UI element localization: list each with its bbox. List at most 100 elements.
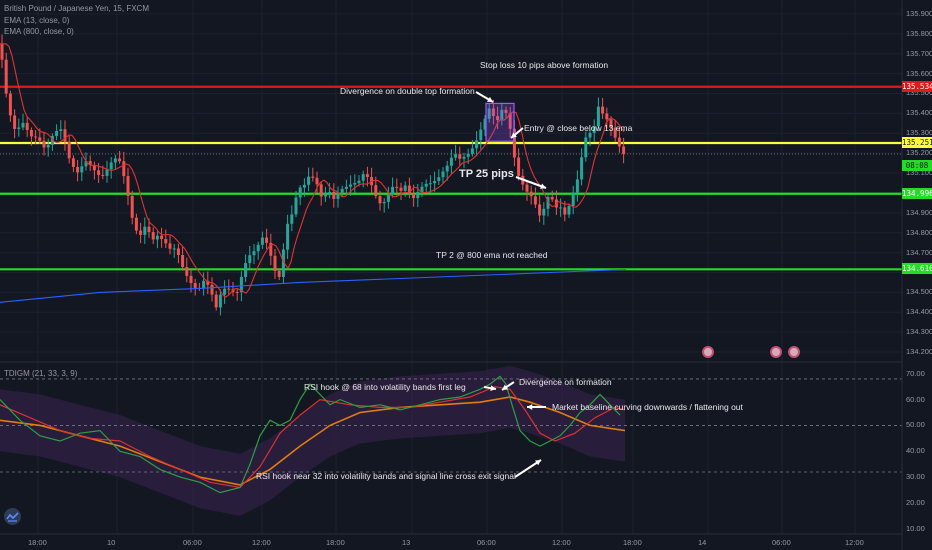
- candle-body: [168, 243, 172, 249]
- candle-body: [311, 176, 315, 178]
- time-tick-label: 06:00: [477, 538, 496, 547]
- candle-body: [529, 191, 533, 197]
- candle-body: [8, 93, 12, 116]
- candle-body: [533, 196, 537, 205]
- candle-body: [176, 248, 180, 256]
- candle-body: [239, 276, 243, 293]
- candle-body: [336, 192, 340, 199]
- price-tick-label: 135.300: [906, 128, 932, 138]
- time-tick-label: 10: [107, 538, 116, 547]
- level-price-tag: 135.534: [902, 80, 932, 92]
- candle-body: [193, 283, 197, 288]
- ema800-line: [0, 268, 627, 303]
- candle-body: [546, 196, 550, 209]
- candle-body: [332, 192, 336, 199]
- candle-body: [580, 157, 584, 180]
- candle-body: [185, 267, 189, 276]
- event-marker-icon[interactable]: [788, 346, 800, 358]
- candle-body: [361, 174, 365, 181]
- oscillator-tick-label: 40.00: [906, 446, 925, 456]
- candle-body: [286, 223, 290, 250]
- countdown-tag: 08:08: [902, 159, 932, 171]
- candle-body: [256, 244, 260, 252]
- level-price-tag: 135.251: [902, 137, 932, 148]
- candle-body: [34, 136, 38, 138]
- candle-body: [391, 186, 395, 195]
- candle-body: [235, 292, 239, 294]
- candle-body: [609, 119, 613, 128]
- price-tick-label: 135.600: [906, 68, 932, 78]
- oscillator-lines: [0, 375, 902, 494]
- candle-body: [458, 154, 462, 159]
- indicator-legend[interactable]: TDIGM (21, 33, 3, 9): [4, 369, 78, 378]
- candle-body: [437, 177, 441, 181]
- candle-body: [63, 129, 67, 142]
- candle-body: [0, 43, 4, 60]
- arrow-head-icon: [490, 385, 496, 391]
- candle-series: [0, 34, 626, 316]
- candle-body: [382, 201, 386, 204]
- candle-body: [500, 109, 504, 121]
- candle-body: [302, 184, 306, 188]
- candle-body: [596, 106, 600, 127]
- candle-body: [164, 239, 168, 244]
- candle-body: [130, 195, 134, 218]
- oscillator-tick-label: 20.00: [906, 497, 925, 507]
- stop-loss-annotation: Stop loss 10 pips above formation: [480, 60, 609, 70]
- time-tick-label: 12:00: [252, 538, 271, 547]
- candle-body: [46, 144, 50, 148]
- candle-body: [441, 171, 445, 178]
- candle-body: [475, 140, 479, 149]
- candle-body: [466, 153, 470, 157]
- candle-body: [559, 207, 563, 209]
- candle-body: [445, 165, 449, 172]
- candle-body: [395, 186, 399, 188]
- candle-body: [210, 284, 214, 295]
- time-tick-label: 18:00: [326, 538, 345, 547]
- price-tick-label: 134.200: [906, 347, 932, 357]
- candle-body: [25, 122, 29, 130]
- candle-body: [449, 157, 453, 166]
- price-tick-label: 135.200: [906, 148, 932, 158]
- candle-body: [273, 255, 277, 271]
- candle-body: [315, 177, 319, 185]
- candle-body: [307, 176, 311, 185]
- candle-body: [399, 187, 403, 191]
- candle-body: [605, 113, 609, 120]
- candle-body: [29, 129, 33, 137]
- candle-body: [17, 127, 21, 129]
- candle-body: [454, 154, 458, 158]
- price-tick-label: 134.900: [906, 207, 932, 217]
- candle-body: [416, 192, 420, 199]
- tradingview-logo-icon[interactable]: [4, 508, 21, 525]
- candle-body: [319, 184, 323, 197]
- ema13-legend[interactable]: EMA (13, close, 0): [4, 16, 70, 25]
- event-marker-icon[interactable]: [702, 346, 714, 358]
- price-levels: [0, 85, 902, 271]
- candle-body: [206, 280, 210, 285]
- symbol-legend[interactable]: British Pound / Japanese Yen, 15, FXCM: [4, 4, 149, 13]
- candle-body: [617, 137, 621, 147]
- candle-body: [542, 208, 546, 216]
- candle-body: [269, 242, 273, 256]
- candle-body: [353, 182, 357, 185]
- candle-body: [126, 176, 130, 196]
- time-tick-label: 12:00: [845, 538, 864, 547]
- oscillator-tick-label: 50.00: [906, 420, 925, 430]
- candle-body: [412, 193, 416, 199]
- candle-body: [147, 226, 151, 233]
- candle-body: [403, 185, 407, 191]
- oscillator-tick-label: 10.00: [906, 523, 925, 533]
- candle-body: [470, 148, 474, 154]
- ema800-legend[interactable]: EMA (800, close, 0): [4, 27, 74, 36]
- candle-body: [101, 174, 105, 176]
- candle-body: [50, 136, 54, 145]
- event-marker-icon[interactable]: [770, 346, 782, 358]
- candle-body: [277, 270, 281, 277]
- candle-body: [508, 112, 512, 129]
- candle-body: [424, 183, 428, 187]
- price-tick-label: 135.100: [906, 168, 932, 178]
- candle-body: [42, 140, 46, 148]
- candle-body: [105, 169, 109, 176]
